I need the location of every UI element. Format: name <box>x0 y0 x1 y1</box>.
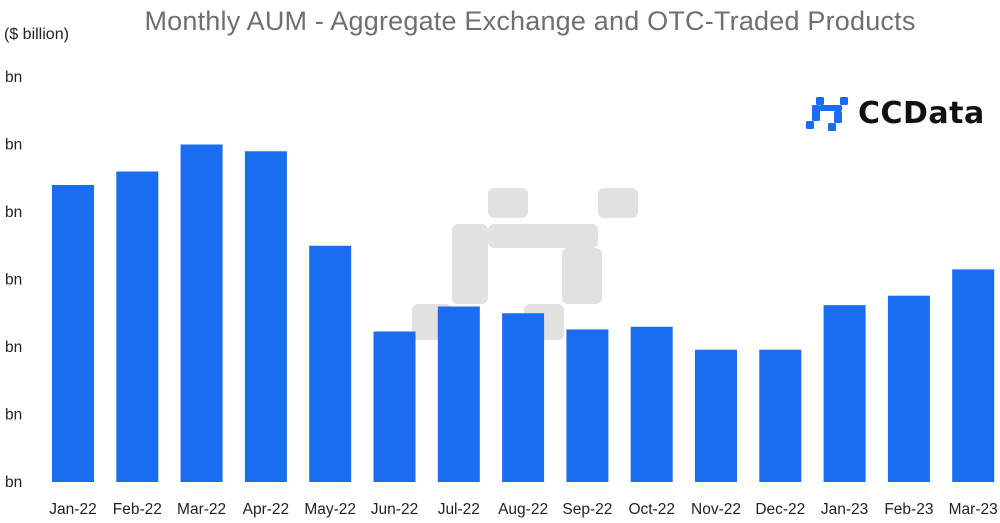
x-tick-label: May-22 <box>304 501 356 518</box>
bar-Feb-23 <box>887 295 930 482</box>
x-tick-label: Nov-22 <box>691 501 741 518</box>
bar-Jan-22 <box>52 185 94 482</box>
bar-Aug-22 <box>502 313 545 482</box>
y-axis-unit-label: ($ billion) <box>4 26 69 43</box>
x-tick-label: Apr-22 <box>243 501 290 518</box>
x-tick-label: Feb-22 <box>113 501 162 518</box>
bar-Dec-22 <box>759 349 802 482</box>
x-tick-label: Jul-22 <box>438 501 480 518</box>
ccdata-logo-icon <box>806 96 848 131</box>
bar-Mar-22 <box>180 144 223 482</box>
x-tick-label: Aug-22 <box>498 501 548 518</box>
ccdata-logo-text: CCData <box>858 96 985 131</box>
x-tick-label: Jan-23 <box>821 501 868 518</box>
x-tick-label: Mar-23 <box>949 501 998 518</box>
y-tick-label: bn <box>5 137 22 154</box>
x-tick-label: Jun-22 <box>371 501 418 518</box>
chart-title: Monthly AUM - Aggregate Exchange and OTC… <box>144 6 916 36</box>
bar-Apr-22 <box>244 151 287 482</box>
x-tick-label: Oct-22 <box>628 501 675 518</box>
x-tick-label: Dec-22 <box>755 501 805 518</box>
y-tick-label: bn <box>5 474 22 491</box>
y-tick-label: bn <box>5 407 22 424</box>
bar-Mar-23 <box>952 269 995 482</box>
bar-Sep-22 <box>566 329 609 482</box>
y-tick-label: bn <box>5 272 22 289</box>
bar-Jun-22 <box>373 331 416 482</box>
y-tick-label: bn <box>5 69 22 86</box>
x-tick-label: Mar-22 <box>177 501 226 518</box>
ccdata-logo: CCData <box>806 96 985 131</box>
bar-Nov-22 <box>695 349 737 482</box>
y-tick-label: bn <box>5 204 22 221</box>
bar-Jul-22 <box>437 306 480 482</box>
bar-Feb-22 <box>116 171 159 482</box>
x-tick-label: Jan-22 <box>49 501 96 518</box>
x-tick-label: Feb-23 <box>884 501 933 518</box>
x-tick-label: Sep-22 <box>562 501 612 518</box>
bar-May-22 <box>309 245 352 482</box>
bar-Jan-23 <box>823 305 866 482</box>
bar-Oct-22 <box>630 326 673 482</box>
y-tick-label: bn <box>5 339 22 356</box>
